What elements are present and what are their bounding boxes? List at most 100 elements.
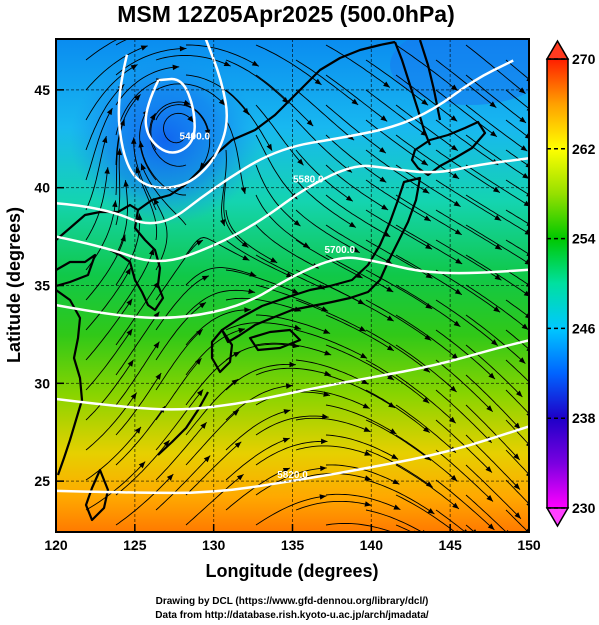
streamline-arrowhead xyxy=(238,327,246,334)
streamline xyxy=(115,439,170,496)
streamline xyxy=(223,179,249,248)
streamline xyxy=(155,275,210,331)
streamline xyxy=(465,194,529,235)
streamline-arrowhead xyxy=(134,94,141,101)
streamline-arrowhead xyxy=(135,166,141,174)
streamline xyxy=(365,419,432,461)
streamline-arrowhead xyxy=(450,144,458,151)
streamline-arrowhead xyxy=(364,450,372,456)
streamline-arrowhead xyxy=(451,353,459,360)
streamline-arrowhead xyxy=(494,274,502,281)
streamline xyxy=(85,39,119,61)
streamline-arrowhead xyxy=(427,508,435,514)
streamline-arrowhead xyxy=(455,258,463,264)
streamline-arrowhead xyxy=(127,359,134,367)
streamline-arrowhead xyxy=(285,272,293,278)
x-tick-label: 125 xyxy=(123,537,147,553)
streamline xyxy=(115,48,187,76)
streamline xyxy=(225,437,290,481)
streamline xyxy=(85,167,109,241)
streamline-arrowhead xyxy=(153,341,160,349)
colorbar-min-triangle xyxy=(545,507,570,528)
streamline xyxy=(185,409,240,466)
streamline-arrowhead xyxy=(232,409,240,416)
streamline-arrowhead xyxy=(204,129,211,137)
streamline-arrowhead xyxy=(196,240,203,246)
streamline xyxy=(325,434,399,460)
streamline xyxy=(435,509,466,532)
streamline-arrowhead xyxy=(140,163,146,171)
streamline-arrowhead xyxy=(486,405,493,412)
streamline xyxy=(325,224,393,265)
streamline-arrowhead xyxy=(294,324,302,331)
streamline xyxy=(395,314,459,360)
streamline-arrowhead xyxy=(134,426,141,434)
streamline-arrowhead xyxy=(355,272,363,279)
streamline xyxy=(85,83,125,151)
x-tick-label: 145 xyxy=(438,537,462,553)
streamline-arrowhead xyxy=(386,315,394,322)
streamline xyxy=(295,299,367,332)
height-contour-5520 xyxy=(56,59,514,225)
streamline-arrowhead xyxy=(319,494,327,500)
streamline xyxy=(185,378,239,436)
streamline-arrowhead xyxy=(112,200,118,208)
streamline xyxy=(465,104,528,152)
streamline xyxy=(435,449,494,502)
streamline-arrowhead xyxy=(155,373,162,380)
streamline-arrowhead xyxy=(426,481,433,488)
streamline-arrowhead xyxy=(449,416,456,424)
streamline-arrowhead xyxy=(183,100,191,106)
streamline xyxy=(295,329,368,359)
streamline-arrowhead xyxy=(314,78,322,85)
streamline-arrowhead xyxy=(422,397,430,404)
streamline-arrowhead xyxy=(196,329,203,336)
streamline xyxy=(185,289,256,316)
streamline-arrowhead xyxy=(126,298,133,306)
streamline xyxy=(395,194,462,236)
streamline xyxy=(465,164,529,207)
streamline xyxy=(85,135,107,211)
streamline-arrowhead xyxy=(201,275,209,281)
streamline xyxy=(153,197,168,271)
streamline-arrowhead xyxy=(488,372,495,380)
streamline xyxy=(365,59,429,106)
streamline xyxy=(85,267,132,331)
streamline-arrowhead xyxy=(166,474,174,481)
streamline-arrowhead xyxy=(520,145,528,152)
streamline-arrowhead xyxy=(179,46,187,52)
streamline xyxy=(465,374,521,430)
streamline xyxy=(185,351,241,406)
streamline xyxy=(255,44,322,86)
streamline-arrowhead xyxy=(119,119,125,127)
streamline xyxy=(365,329,431,373)
streamline-arrowhead xyxy=(200,422,207,429)
streamline-arrowhead xyxy=(199,302,206,309)
streamline-arrowhead xyxy=(522,173,529,179)
streamline xyxy=(465,224,529,265)
streamline-arrowhead xyxy=(248,288,256,294)
streamline-arrowhead xyxy=(351,98,359,105)
streamline xyxy=(185,267,257,286)
x-tick-label: 150 xyxy=(517,537,541,553)
streamline-arrowhead xyxy=(383,81,390,88)
streamline-arrowhead xyxy=(513,483,520,490)
streamline xyxy=(225,269,300,294)
streamline xyxy=(295,119,353,173)
streamline xyxy=(115,213,141,286)
coastline-taiwan xyxy=(84,468,110,522)
streamline xyxy=(435,299,498,346)
streamline-arrowhead xyxy=(104,167,110,174)
streamline-arrowhead xyxy=(516,390,523,397)
streamline-arrowhead xyxy=(102,136,108,144)
streamline xyxy=(255,194,311,249)
x-axis-label: Longitude (degrees) xyxy=(205,561,378,581)
streamline-arrowhead xyxy=(452,502,459,509)
streamline xyxy=(325,44,391,88)
streamline xyxy=(255,224,320,269)
streamline-arrowhead xyxy=(450,385,457,392)
streamline xyxy=(395,524,413,532)
streamline-arrowhead xyxy=(524,133,529,139)
streamline xyxy=(225,409,291,451)
streamline-arrowhead xyxy=(453,320,461,327)
